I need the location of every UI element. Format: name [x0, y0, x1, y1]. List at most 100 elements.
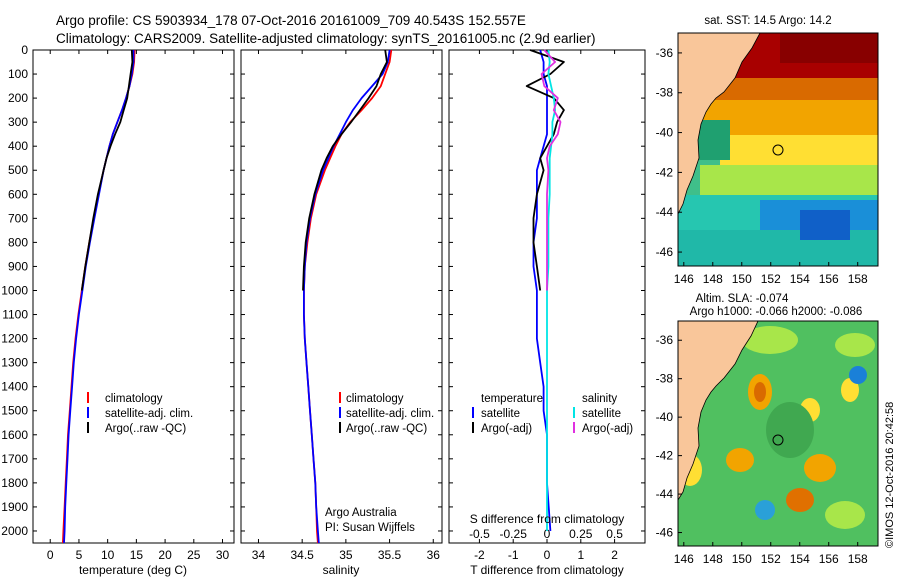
temp-diff-argo	[525, 49, 565, 291]
sst-lon-label: 150	[732, 272, 752, 286]
depth-tick-label: 1000	[1, 283, 28, 297]
sst-lon-label: 154	[790, 272, 810, 286]
sst-lat-label: -36	[656, 46, 674, 60]
depth-tick-label: 500	[8, 163, 28, 177]
s-diff-x-tick-label: 0	[544, 527, 551, 541]
temperature-panel-frame	[32, 49, 235, 544]
sal-legend-clim-swatch	[339, 392, 341, 403]
sal-legend-sat-label: satellite-adj. clim.	[346, 408, 434, 420]
sla-lon-label: 150	[732, 552, 752, 566]
legend-argo-label: Argo(..raw -QC)	[105, 423, 186, 435]
difference-legend: temperature satellite Argo(-adj) salinit…	[472, 393, 633, 435]
sst-lon-label: 148	[703, 272, 723, 286]
credit-org: Argo Australia	[325, 507, 397, 519]
sla-lat-label: -42	[656, 449, 674, 463]
s-diff-x-tick-label: 0.5	[606, 527, 623, 541]
depth-tick-label: 400	[8, 139, 28, 153]
sal-legend-clim-label: climatology	[346, 393, 404, 405]
sst-land	[678, 33, 761, 215]
sal-legend-argo-label: Argo(..raw -QC)	[346, 423, 427, 435]
sst-map-title: sat. SST: 14.5 Argo: 14.2	[704, 15, 831, 27]
sst-lat-label: -38	[656, 86, 674, 100]
sla-lon-label: 146	[674, 552, 694, 566]
sst-argo-location-marker	[772, 144, 784, 156]
sla-axis: 146 148 150 152 154 156 158 -36 -38 -40 -42 -44 -46	[656, 333, 868, 566]
figure-title-line2: Climatology: CARS2009. Satellite-adjuste…	[56, 31, 596, 46]
diff-temp-sat-swatch	[472, 407, 474, 418]
sst-lat-label: -44	[656, 205, 674, 219]
diff-legend-temp-head: temperature	[481, 393, 543, 405]
depth-tick-label: 1900	[1, 500, 28, 514]
depth-tick-label: 600	[8, 187, 28, 201]
legend-argo-swatch	[87, 422, 89, 433]
temperature-x-label: temperature (deg C)	[79, 563, 187, 577]
t-diff-x-tick-label: 1	[577, 548, 584, 562]
sst-lon-label: 158	[848, 272, 868, 286]
s-diff-x-tick-label: -0.25	[500, 527, 528, 541]
legend-sat-swatch	[87, 407, 89, 418]
depth-tick-label: 1300	[1, 356, 28, 370]
temperature-legend: climatology satellite-adj. clim. Argo(..…	[87, 392, 193, 435]
sla-lat-label: -40	[656, 410, 674, 424]
sla-map	[678, 321, 878, 546]
imos-watermark: ©IMOS 12-Oct-2016 20:42:58	[884, 402, 896, 548]
sla-land	[678, 321, 759, 501]
axis-ticks	[33, 49, 645, 543]
depth-axis: 0 100 200 300 400 500 600 700 800 900 1000 1100 1200…	[1, 43, 28, 538]
diff-legend-sal-head: salinity	[582, 393, 617, 405]
salinity-x-tick-label: 34.5	[290, 548, 314, 562]
sst-lon-label: 146	[674, 272, 694, 286]
sla-map-title2: Argo h1000: -0.066 h2000: -0.086	[690, 306, 863, 318]
depth-tick-label: 700	[8, 211, 28, 225]
diff-temp-argo-swatch	[472, 422, 474, 433]
salinity-panel-frame	[240, 49, 443, 544]
depth-tick-label: 200	[8, 91, 28, 105]
sla-lat-label: -44	[656, 487, 674, 501]
sst-lat-label: -40	[656, 126, 674, 140]
sla-lat-label: -38	[656, 372, 674, 386]
credit-pi: PI: Susan Wijffels	[325, 522, 415, 534]
depth-tick-label: 900	[8, 259, 28, 273]
sst-map-frame	[677, 32, 879, 267]
salinity-x-tick-label: 34	[252, 548, 266, 562]
salinity-legend: climatology satellite-adj. clim. Argo(..…	[325, 392, 434, 534]
sla-lon-label: 152	[761, 552, 781, 566]
depth-tick-label: 1600	[1, 428, 28, 442]
sla-lat-label: -46	[656, 526, 674, 540]
diff-sal-argo-label: Argo(-adj)	[582, 423, 633, 435]
sst-lat-label: -42	[656, 165, 674, 179]
depth-tick-label: 1700	[1, 452, 28, 466]
sla-map-title1: Altim. SLA: -0.074	[696, 293, 789, 305]
sal-legend-sat-swatch	[339, 407, 341, 418]
legend-sat-label: satellite-adj. clim.	[105, 408, 193, 420]
s-diff-x-label: S difference from climatology	[470, 512, 625, 526]
sal-diff-satellite	[546, 49, 556, 531]
s-diff-x-tick-label: -0.5	[469, 527, 490, 541]
depth-tick-label: 300	[8, 115, 28, 129]
legend-clim-swatch	[87, 392, 89, 403]
t-diff-x-tick-label: -1	[508, 548, 519, 562]
sla-map-frame	[677, 320, 879, 547]
sal-diff-argo	[540, 49, 562, 291]
legend-clim-label: climatology	[105, 393, 163, 405]
t-diff-x-tick-label: 2	[611, 548, 618, 562]
sst-lon-label: 152	[761, 272, 781, 286]
depth-tick-label: 1400	[1, 380, 28, 394]
salinity-x-tick-label: 36	[427, 548, 441, 562]
profile-lines	[62, 49, 565, 544]
depth-tick-label: 1200	[1, 332, 28, 346]
temperature-x-tick-label: 0	[47, 548, 54, 562]
temperature-x-tick-label: 25	[187, 548, 201, 562]
depth-tick-label: 1100	[2, 308, 28, 322]
temperature-x-tick-label: 10	[101, 548, 115, 562]
temperature-x-tick-label: 20	[158, 548, 172, 562]
temperature-x-tick-label: 30	[216, 548, 230, 562]
salinity-series-2	[302, 49, 388, 291]
x-tick-labels: 0 5 10 15 20 25 30 34 34.5 35 35.5 36 -2 -1 0 1 2 -0.5 -0.…	[47, 527, 623, 562]
diff-sal-argo-swatch	[573, 422, 575, 433]
depth-tick-label: 1500	[1, 404, 28, 418]
sla-lon-label: 158	[848, 552, 868, 566]
sla-argo-location-marker	[772, 434, 784, 446]
depth-tick-label: 2000	[1, 524, 28, 538]
sla-lat-label: -36	[656, 333, 674, 347]
